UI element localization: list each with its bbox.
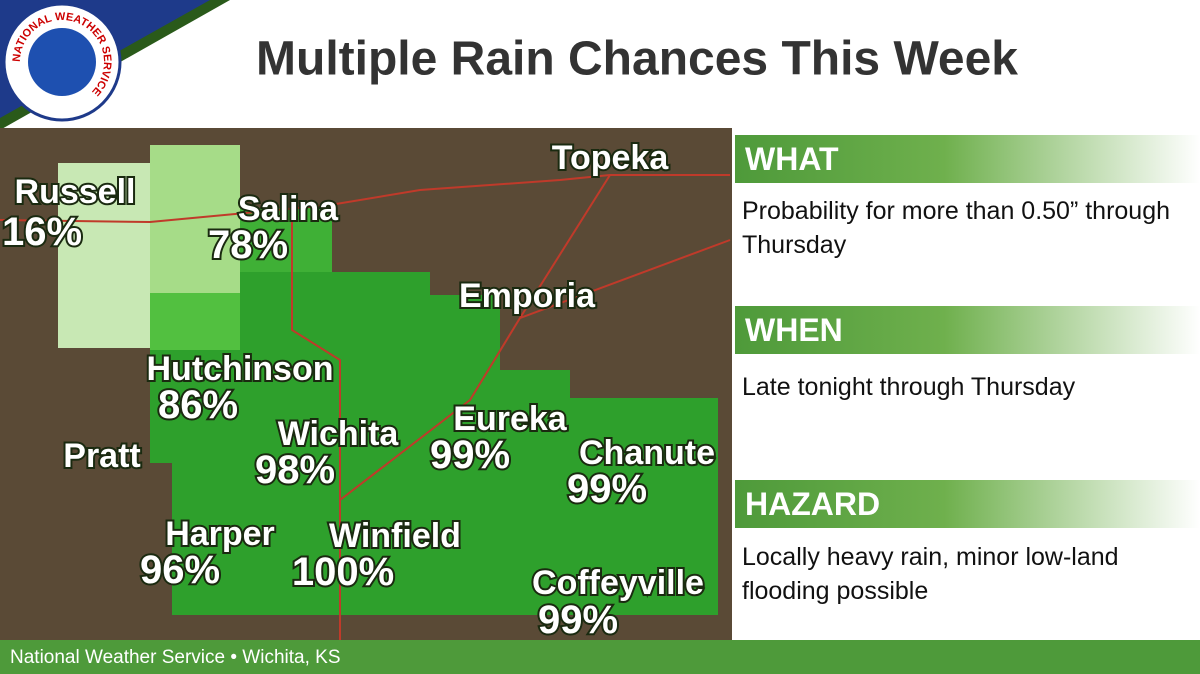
city-probability: 99% [567,467,647,511]
city-probability: 16% [2,210,82,254]
city-name: Winfield [329,517,461,555]
title: Multiple Rain Chances This Week [256,33,1018,86]
city-probability: 99% [538,598,618,642]
city-probability: 100% [292,550,394,594]
city-name: Emporia [459,277,596,315]
city-probability: 78% [208,223,288,267]
panel-heading: WHEN [735,306,1200,354]
county-shading [150,145,240,293]
panel-text: Probability for more than 0.50” through … [742,197,1171,259]
city-name: Harper [165,515,275,553]
panel-heading: HAZARD [735,480,1200,528]
city-probability: 96% [140,548,220,592]
city-name: Chanute [579,434,715,472]
footer-bar [0,640,1200,674]
county-shading [58,163,150,348]
city-name: Wichita [278,415,400,453]
roads [0,174,731,640]
logo-center [28,28,96,96]
county-shading [150,272,718,615]
city-name: Pratt [63,437,140,475]
city-probability: 98% [255,448,335,492]
panel-text: Late tonight through Thursday [742,373,1076,401]
city-name: Eureka [453,400,567,438]
city-probability: 99% [430,433,510,477]
panel-text: Locally heavy rain, minor low-land flood… [742,543,1119,605]
city-name: Hutchinson [147,350,334,388]
city-name: Salina [238,190,339,228]
panel-heading: WHAT [735,135,1200,183]
city-probability: 86% [158,383,238,427]
city-name: Topeka [552,139,670,177]
footer-text: National Weather Service • Wichita, KS [10,647,341,668]
city-name: Russell [15,173,136,211]
city-name: Coffeyville [532,564,704,602]
